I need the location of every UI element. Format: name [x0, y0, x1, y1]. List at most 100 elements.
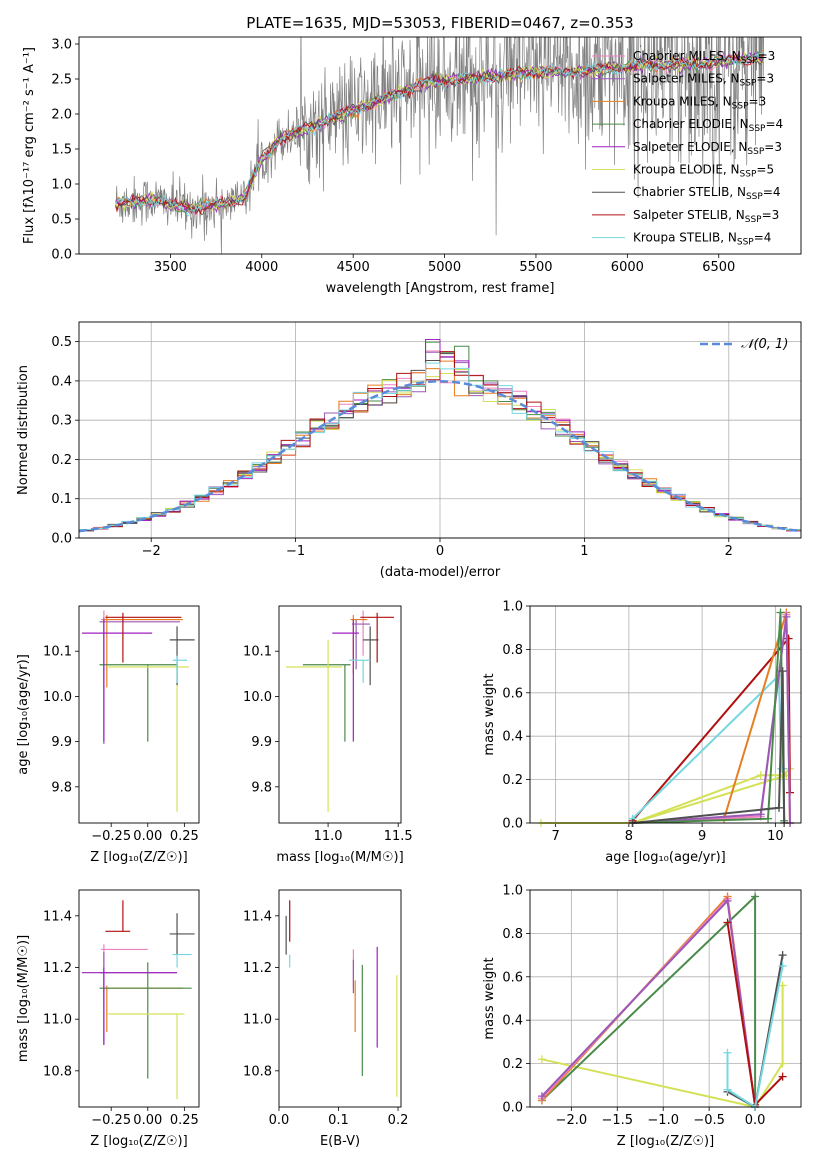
- y-tick-label: 9.9: [51, 735, 72, 750]
- x-tick-label: 4500: [337, 260, 370, 275]
- errorbar-point: [351, 619, 371, 670]
- x-tick-label: −0.25: [91, 829, 131, 844]
- y-tick-label: 11.4: [43, 909, 72, 924]
- y-tick-label: 0.1: [51, 492, 72, 507]
- y-tick-label: 0.5: [51, 335, 72, 350]
- weight-series-kroupa_elodie: [541, 985, 784, 1109]
- y-axis-label: age [log₁₀(age/yr)]: [16, 654, 31, 775]
- errorbar-point: [302, 664, 351, 742]
- x-tick-label: 2: [725, 544, 733, 559]
- legend-label: Kroupa MILES, NSSP=3: [633, 94, 766, 111]
- y-tick-label: 3.0: [51, 38, 72, 53]
- weight-series-chabrier_elodie: [541, 894, 757, 1107]
- y-tick-label: 0.0: [51, 248, 72, 263]
- y-tick-label: 0.3: [51, 414, 72, 429]
- plus-marker: [537, 1055, 546, 1064]
- plus-marker: [782, 612, 791, 621]
- errorbar-point: [169, 913, 195, 955]
- axes-frame: [78, 889, 200, 1108]
- y-tick-label: 9.8: [51, 780, 72, 795]
- errorbar-point: [108, 1013, 185, 1100]
- x-tick-label: 0.25: [170, 829, 199, 844]
- x-axis-label: age [log₁₀(age/yr)]: [605, 850, 726, 865]
- weight-series-chabrier_elodie: [632, 612, 786, 824]
- x-tick-label: −0.25: [91, 1113, 131, 1128]
- plus-marker: [723, 1048, 732, 1057]
- legend-label: Kroupa ELODIE, NSSP=5: [633, 163, 774, 180]
- y-axis-label: Flux [fλ10⁻¹⁷ erg cm⁻² s⁻¹ A⁻¹]: [22, 47, 37, 244]
- y-axis-label: mass weight: [482, 673, 497, 755]
- errorbars: [286, 610, 394, 812]
- errorbar-point: [81, 619, 153, 742]
- y-tick-label: 1.0: [502, 884, 523, 899]
- weight-series-kroupa_stelib: [726, 965, 784, 1109]
- x-tick-label: 11.0: [314, 829, 343, 844]
- x-tick-label: −2.0: [556, 1113, 588, 1128]
- x-tick-label: −1.5: [601, 1113, 633, 1128]
- errorbar-point: [99, 952, 178, 1045]
- y-tick-label: 11.2: [43, 961, 72, 976]
- y-tick-label: 0.8: [502, 927, 523, 942]
- y-tick-label: 9.8: [251, 780, 272, 795]
- errorbars: [81, 610, 195, 812]
- y-tick-label: 9.9: [251, 735, 272, 750]
- axes-frame: [278, 889, 402, 1108]
- y-tick-label: 10.0: [243, 690, 272, 705]
- legend-label: Salpeter STELIB, NSSP=3: [633, 208, 779, 225]
- axes-frame: [278, 605, 402, 824]
- plus-marker: [764, 814, 773, 823]
- y-axis-label: Normed distribution: [16, 365, 31, 495]
- x-tick-label: 5000: [428, 260, 461, 275]
- axes-frame: [529, 889, 802, 1108]
- x-axis-label: (data-model)/error: [380, 565, 501, 580]
- x-tick-label: 5500: [519, 260, 552, 275]
- y-tick-label: 2.5: [51, 73, 72, 88]
- y-tick-label: 0.0: [502, 1101, 523, 1116]
- y-axis-label: mass [log₁₀(M/M☉)]: [16, 935, 31, 1062]
- legend-label: 𝒩(0, 1): [741, 337, 788, 352]
- residual-hist-kroupa_stelib: [79, 362, 801, 532]
- y-tick-label: 10.1: [43, 645, 72, 660]
- x-tick-label: 0.0: [269, 1113, 290, 1128]
- y-axis-label: mass weight: [482, 957, 497, 1039]
- x-tick-label: 8: [625, 829, 633, 844]
- spectrum-axes: 3500 4000 4500 5000 5500 6000 6500 0.0 0.5 1.0 1.5…: [22, 14, 802, 296]
- x-axis-label: E(B-V): [320, 1134, 360, 1149]
- x-axis-label: Z [log₁₀(Z/Z☉)]: [617, 1134, 714, 1149]
- x-tick-label: −2: [142, 544, 161, 559]
- errorbar-point: [99, 962, 192, 1079]
- weight-series-salpeter_miles: [541, 898, 757, 1108]
- y-tick-label: 11.0: [243, 1013, 272, 1028]
- x-tick-label: 0.0: [745, 1113, 766, 1128]
- y-tick-label: 2.0: [51, 108, 72, 123]
- weight-lines: [537, 892, 787, 1111]
- y-tick-label: 10.8: [43, 1064, 72, 1079]
- x-tick-label: −0.5: [693, 1113, 725, 1128]
- y-tick-label: 0.0: [51, 532, 72, 547]
- y-tick-label: 0.4: [51, 374, 72, 389]
- legend-label: Chabrier ELODIE, NSSP=4: [633, 117, 783, 134]
- model-spectrum-kroupa_miles: [115, 49, 764, 212]
- x-tick-label: 1: [580, 544, 588, 559]
- y-tick-label: 10.8: [243, 1064, 272, 1079]
- plus-marker: [756, 810, 765, 819]
- histograms: [79, 338, 801, 533]
- errorbar-point: [99, 664, 178, 742]
- x-tick-label: −1: [286, 544, 305, 559]
- y-tick-label: 11.4: [243, 909, 272, 924]
- x-axis-label: mass [log₁₀(M/M☉)]: [276, 850, 403, 865]
- errorbar-point: [99, 617, 180, 744]
- plus-marker: [778, 951, 787, 960]
- x-axis-label: Z [log₁₀(Z/Z☉)]: [90, 850, 187, 865]
- y-tick-label: 0.0: [502, 817, 523, 832]
- y-tick-label: 11.2: [243, 961, 272, 976]
- y-tick-label: 0.2: [51, 453, 72, 468]
- axes-frame: [78, 321, 802, 539]
- y-tick-label: 0.4: [502, 730, 523, 745]
- x-tick-label: −1.0: [647, 1113, 679, 1128]
- errorbar-point: [105, 900, 131, 932]
- x-tick-label: 3500: [154, 260, 187, 275]
- plus-marker: [723, 918, 732, 927]
- mass_vs_Z-axes: −0.25 0.00 0.25 10.8 11.0 11.2 11.4 Z [log₁₀(Z/…: [16, 889, 200, 1149]
